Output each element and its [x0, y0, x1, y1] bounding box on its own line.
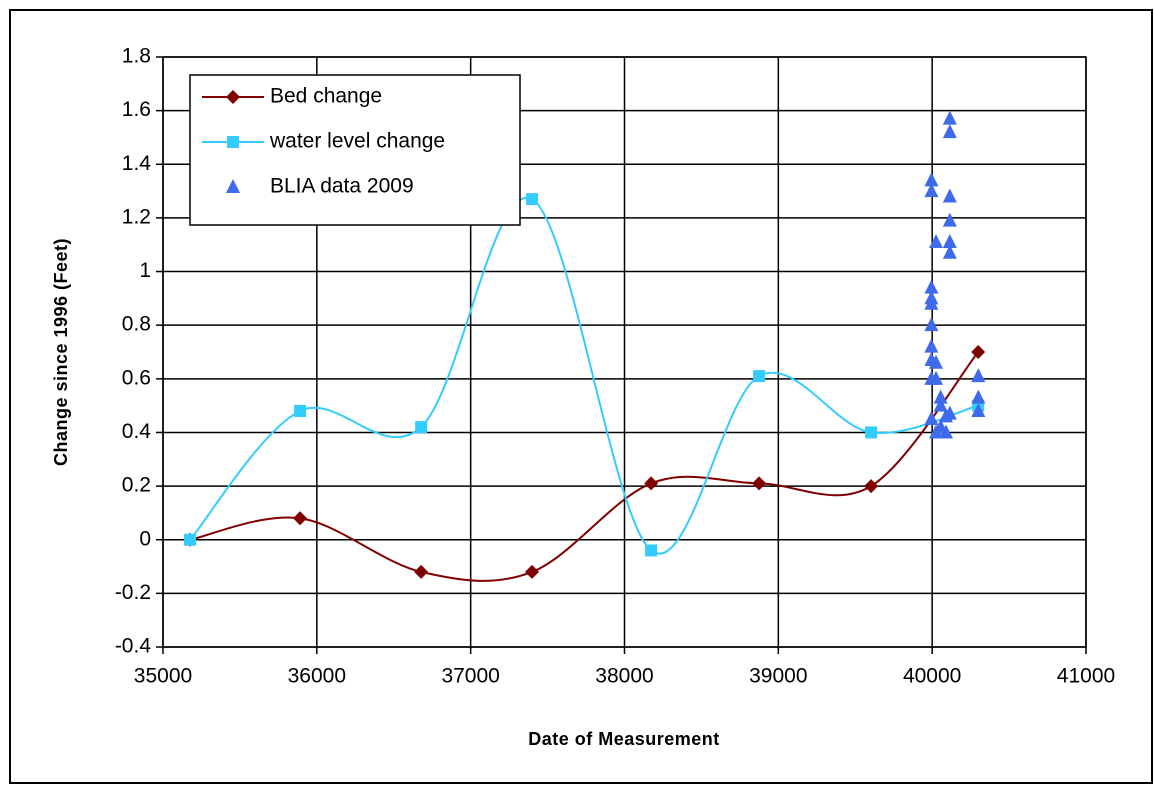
x-tick-label: 40000 [903, 665, 961, 688]
y-tick-label: 1.2 [122, 205, 151, 228]
marker [526, 193, 539, 206]
marker [184, 533, 197, 546]
y-axis-title: Change since 1996 (Feet) [51, 238, 71, 466]
marker [942, 110, 957, 125]
y-tick-label: 1.4 [122, 152, 152, 175]
legend: Bed change water level change BLIA data 20… [189, 74, 521, 226]
y-tick-label: 1 [139, 259, 151, 282]
marker [226, 179, 240, 193]
marker [226, 90, 240, 104]
marker [293, 511, 308, 526]
legend-label: Bed change [270, 85, 382, 108]
marker [865, 426, 878, 439]
legend-box [189, 74, 521, 226]
marker [864, 479, 879, 494]
marker [753, 370, 766, 383]
marker [971, 403, 986, 417]
x-tick-label: 36000 [288, 665, 346, 688]
marker [929, 354, 944, 369]
y-tick-label: 0.2 [122, 474, 151, 497]
marker [294, 405, 307, 417]
x-tick-label: 41000 [1057, 665, 1115, 688]
marker [942, 234, 957, 249]
marker [415, 421, 428, 434]
y-tick-label: 0.8 [122, 313, 151, 336]
y-tick-label: 1.6 [122, 98, 151, 121]
marker [942, 124, 957, 139]
marker [924, 411, 939, 426]
marker [227, 136, 239, 148]
marker [752, 476, 767, 491]
marker [924, 338, 939, 353]
marker [929, 234, 944, 249]
marker [942, 244, 957, 259]
marker [645, 544, 658, 557]
marker [939, 424, 954, 439]
marker [924, 172, 939, 187]
marker [924, 183, 939, 198]
marker [933, 389, 948, 404]
legend-label: water level change [269, 130, 445, 153]
plot-border [162, 56, 1087, 648]
x-tick-label: 39000 [749, 665, 807, 688]
series-line [189, 196, 979, 555]
y-tick-label: -0.4 [115, 635, 152, 658]
marker [929, 370, 944, 385]
x-tick-label: 38000 [595, 665, 653, 688]
x-tick-label: 37000 [441, 665, 499, 688]
y-tick-label: 0.4 [122, 420, 152, 443]
marker [933, 397, 948, 412]
x-axis-title: Date of Measurement [528, 729, 720, 749]
marker [942, 212, 957, 227]
marker [924, 295, 939, 310]
marker [414, 564, 429, 579]
marker [644, 476, 659, 491]
legend-label: BLIA data 2009 [270, 175, 414, 198]
y-tick-label: 1.8 [122, 45, 151, 68]
marker [942, 405, 957, 420]
marker [924, 279, 939, 294]
marker [942, 188, 957, 203]
y-tick-label: 0.6 [122, 366, 151, 389]
marker [924, 317, 939, 332]
marker [971, 368, 986, 383]
marker [971, 345, 986, 359]
y-tick-label: 0 [139, 527, 151, 550]
marker [971, 389, 986, 404]
y-tick-label: -0.2 [115, 581, 151, 604]
x-tick-label: 35000 [134, 665, 192, 688]
marker [525, 564, 540, 579]
